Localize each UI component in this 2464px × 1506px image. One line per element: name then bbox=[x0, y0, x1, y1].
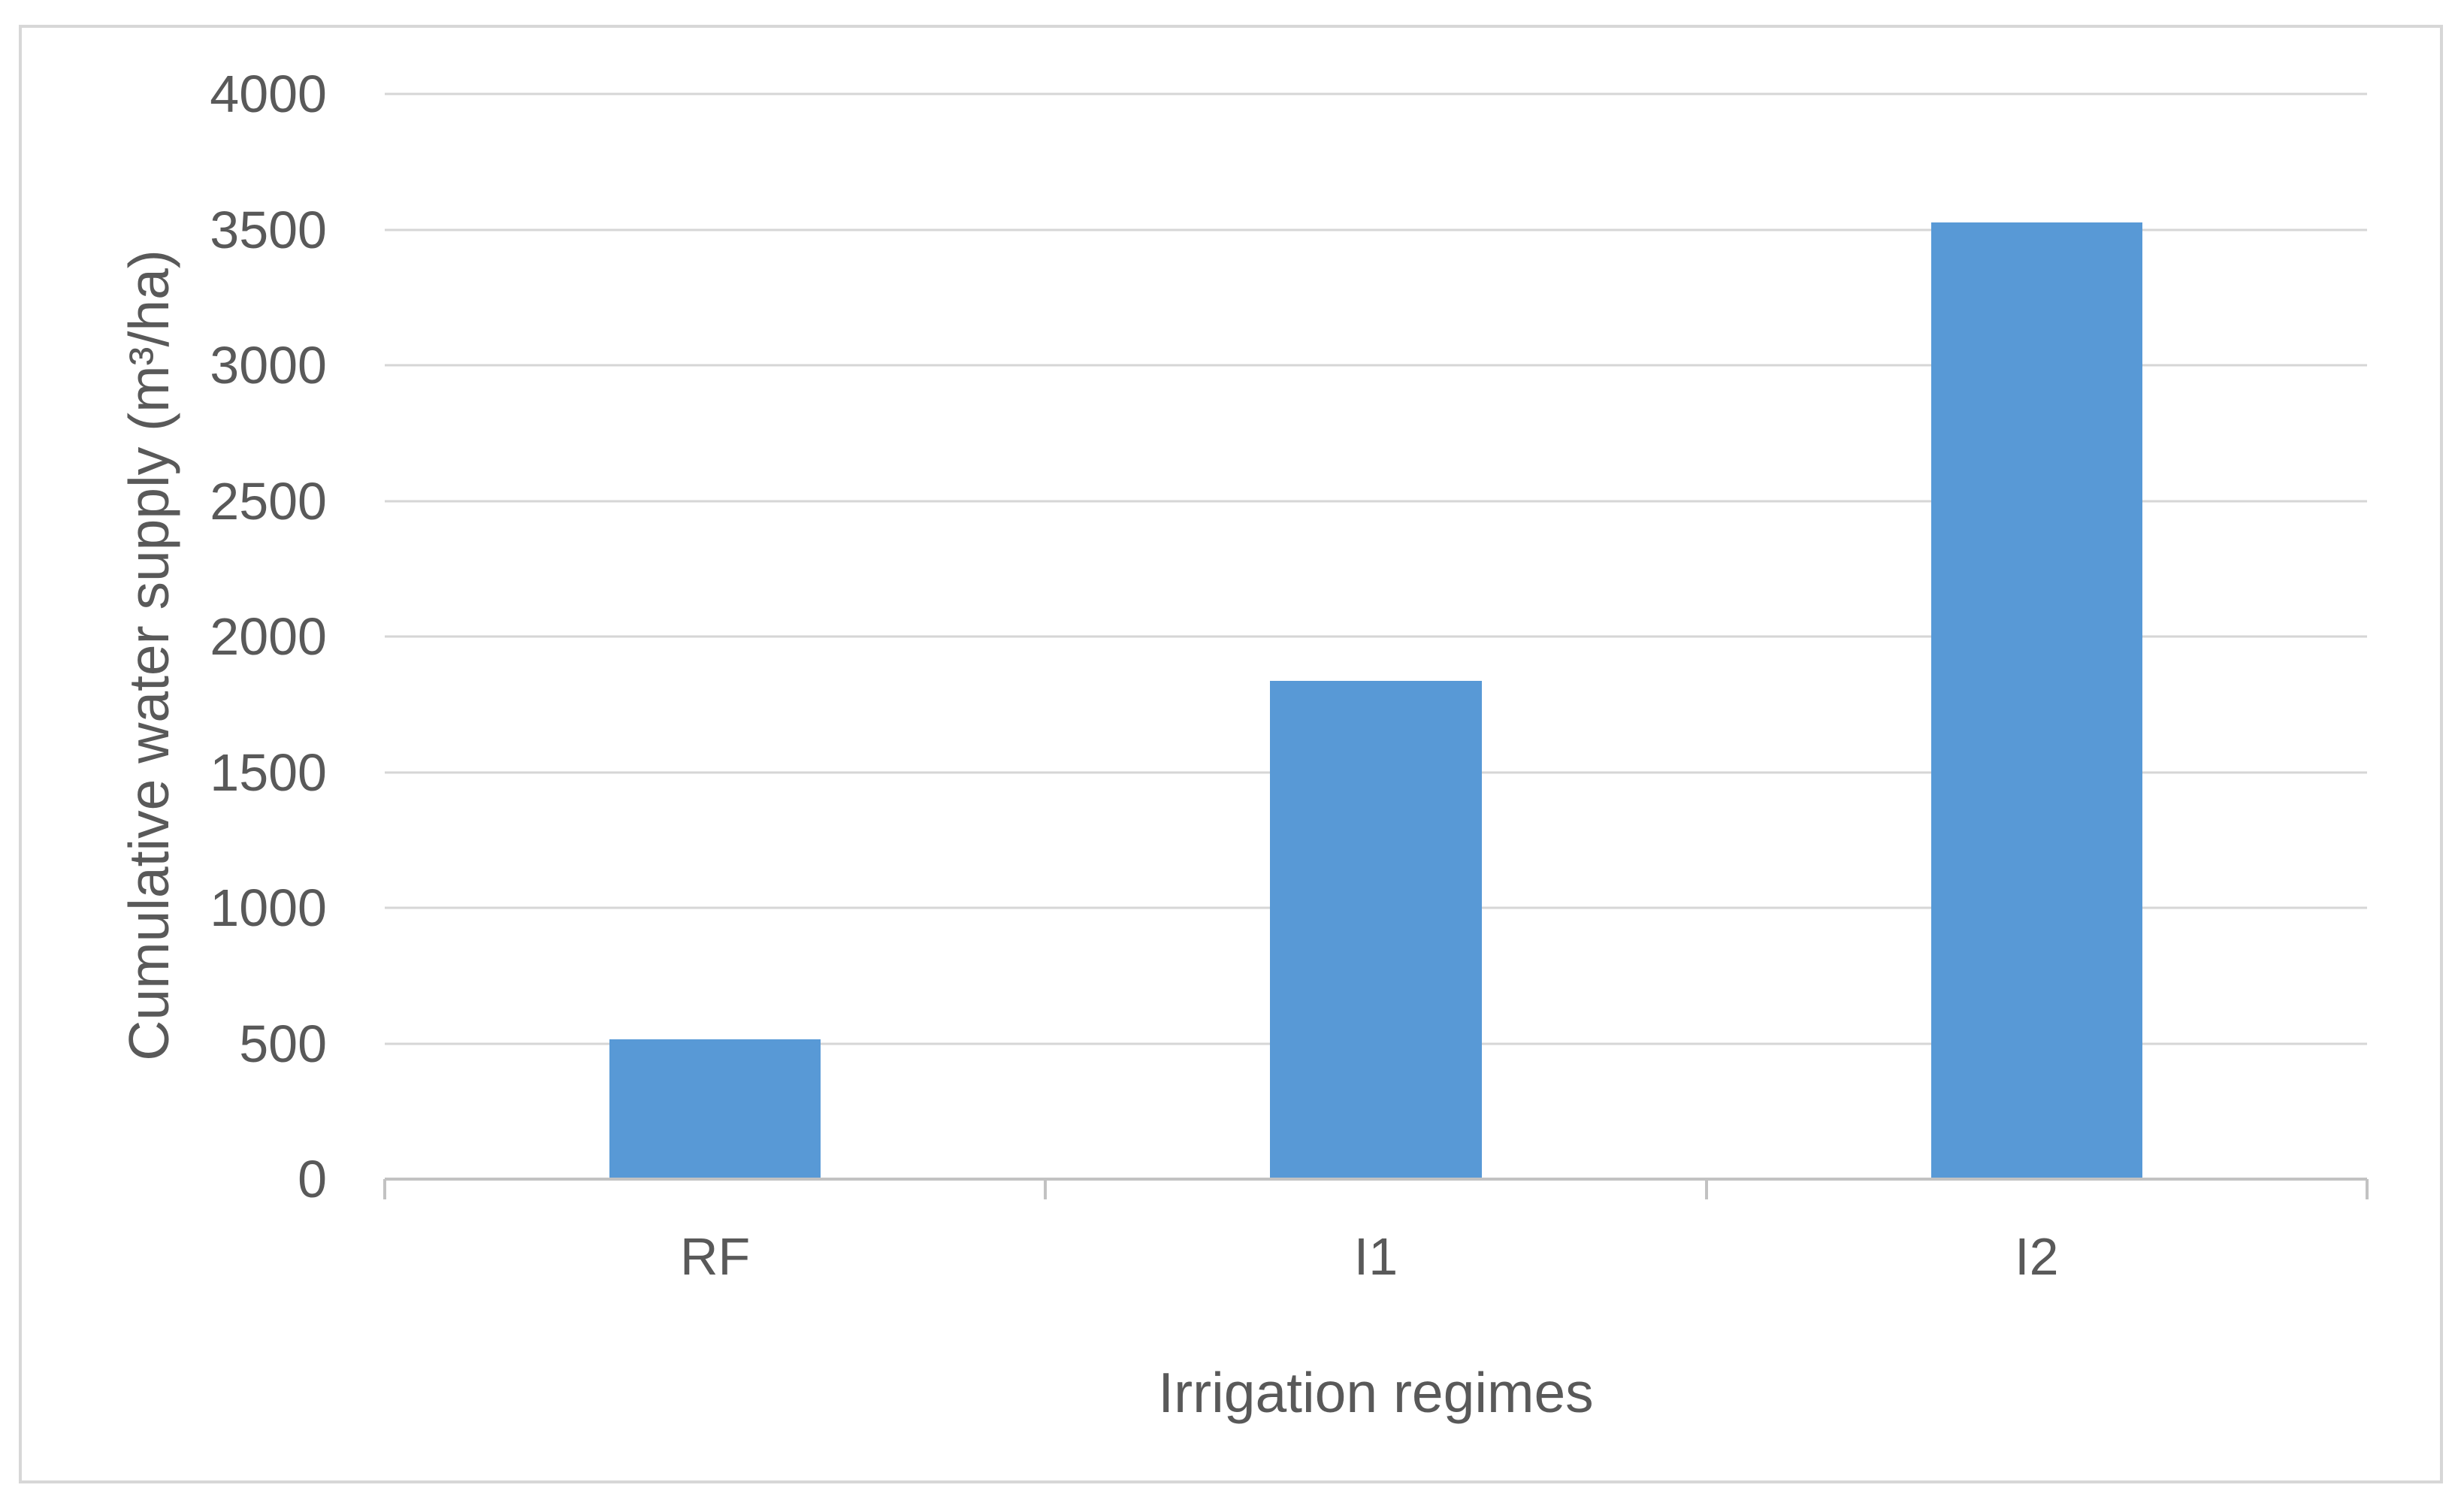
x-category-labels: RF I1 I2 bbox=[385, 1230, 2367, 1290]
gridline-2500 bbox=[385, 500, 2367, 502]
x-tick-label: I2 bbox=[2015, 1227, 2059, 1286]
y-tick-label: 4000 bbox=[210, 65, 327, 123]
x-axis-tick bbox=[1704, 1179, 1708, 1199]
y-tick-label: 3500 bbox=[210, 200, 327, 259]
bar-i1 bbox=[1270, 681, 1482, 1178]
gridline-3500 bbox=[385, 228, 2367, 231]
bar-rf bbox=[609, 1039, 821, 1178]
y-tick-label: 2000 bbox=[210, 607, 327, 666]
y-tick-label: 500 bbox=[239, 1014, 327, 1073]
plot-area bbox=[383, 92, 2369, 1199]
figure-border bbox=[19, 25, 2443, 1483]
x-axis-tick bbox=[383, 1179, 386, 1199]
x-axis-tick bbox=[1044, 1179, 1048, 1199]
y-tick-label: 1000 bbox=[210, 878, 327, 937]
y-tick-label: 0 bbox=[298, 1150, 327, 1208]
x-tick-label: I1 bbox=[1353, 1227, 1398, 1286]
gridline-3000 bbox=[385, 364, 2367, 367]
bar-i2 bbox=[1930, 222, 2142, 1178]
y-tick-label: 2500 bbox=[210, 471, 327, 531]
gridline-4000 bbox=[385, 92, 2367, 95]
y-tick-label: 3000 bbox=[210, 336, 327, 395]
x-axis-tick bbox=[2366, 1179, 2369, 1199]
x-axis-title: Irrigation regimes bbox=[1158, 1361, 1594, 1424]
x-axis-line bbox=[385, 1178, 2367, 1181]
y-tick-label: 1500 bbox=[210, 742, 327, 802]
y-tick-labels: 0 500 1000 1500 2000 2500 3000 3500 4000 bbox=[0, 68, 327, 1205]
gridline-2000 bbox=[385, 635, 2367, 638]
x-tick-label: RF bbox=[680, 1227, 751, 1286]
